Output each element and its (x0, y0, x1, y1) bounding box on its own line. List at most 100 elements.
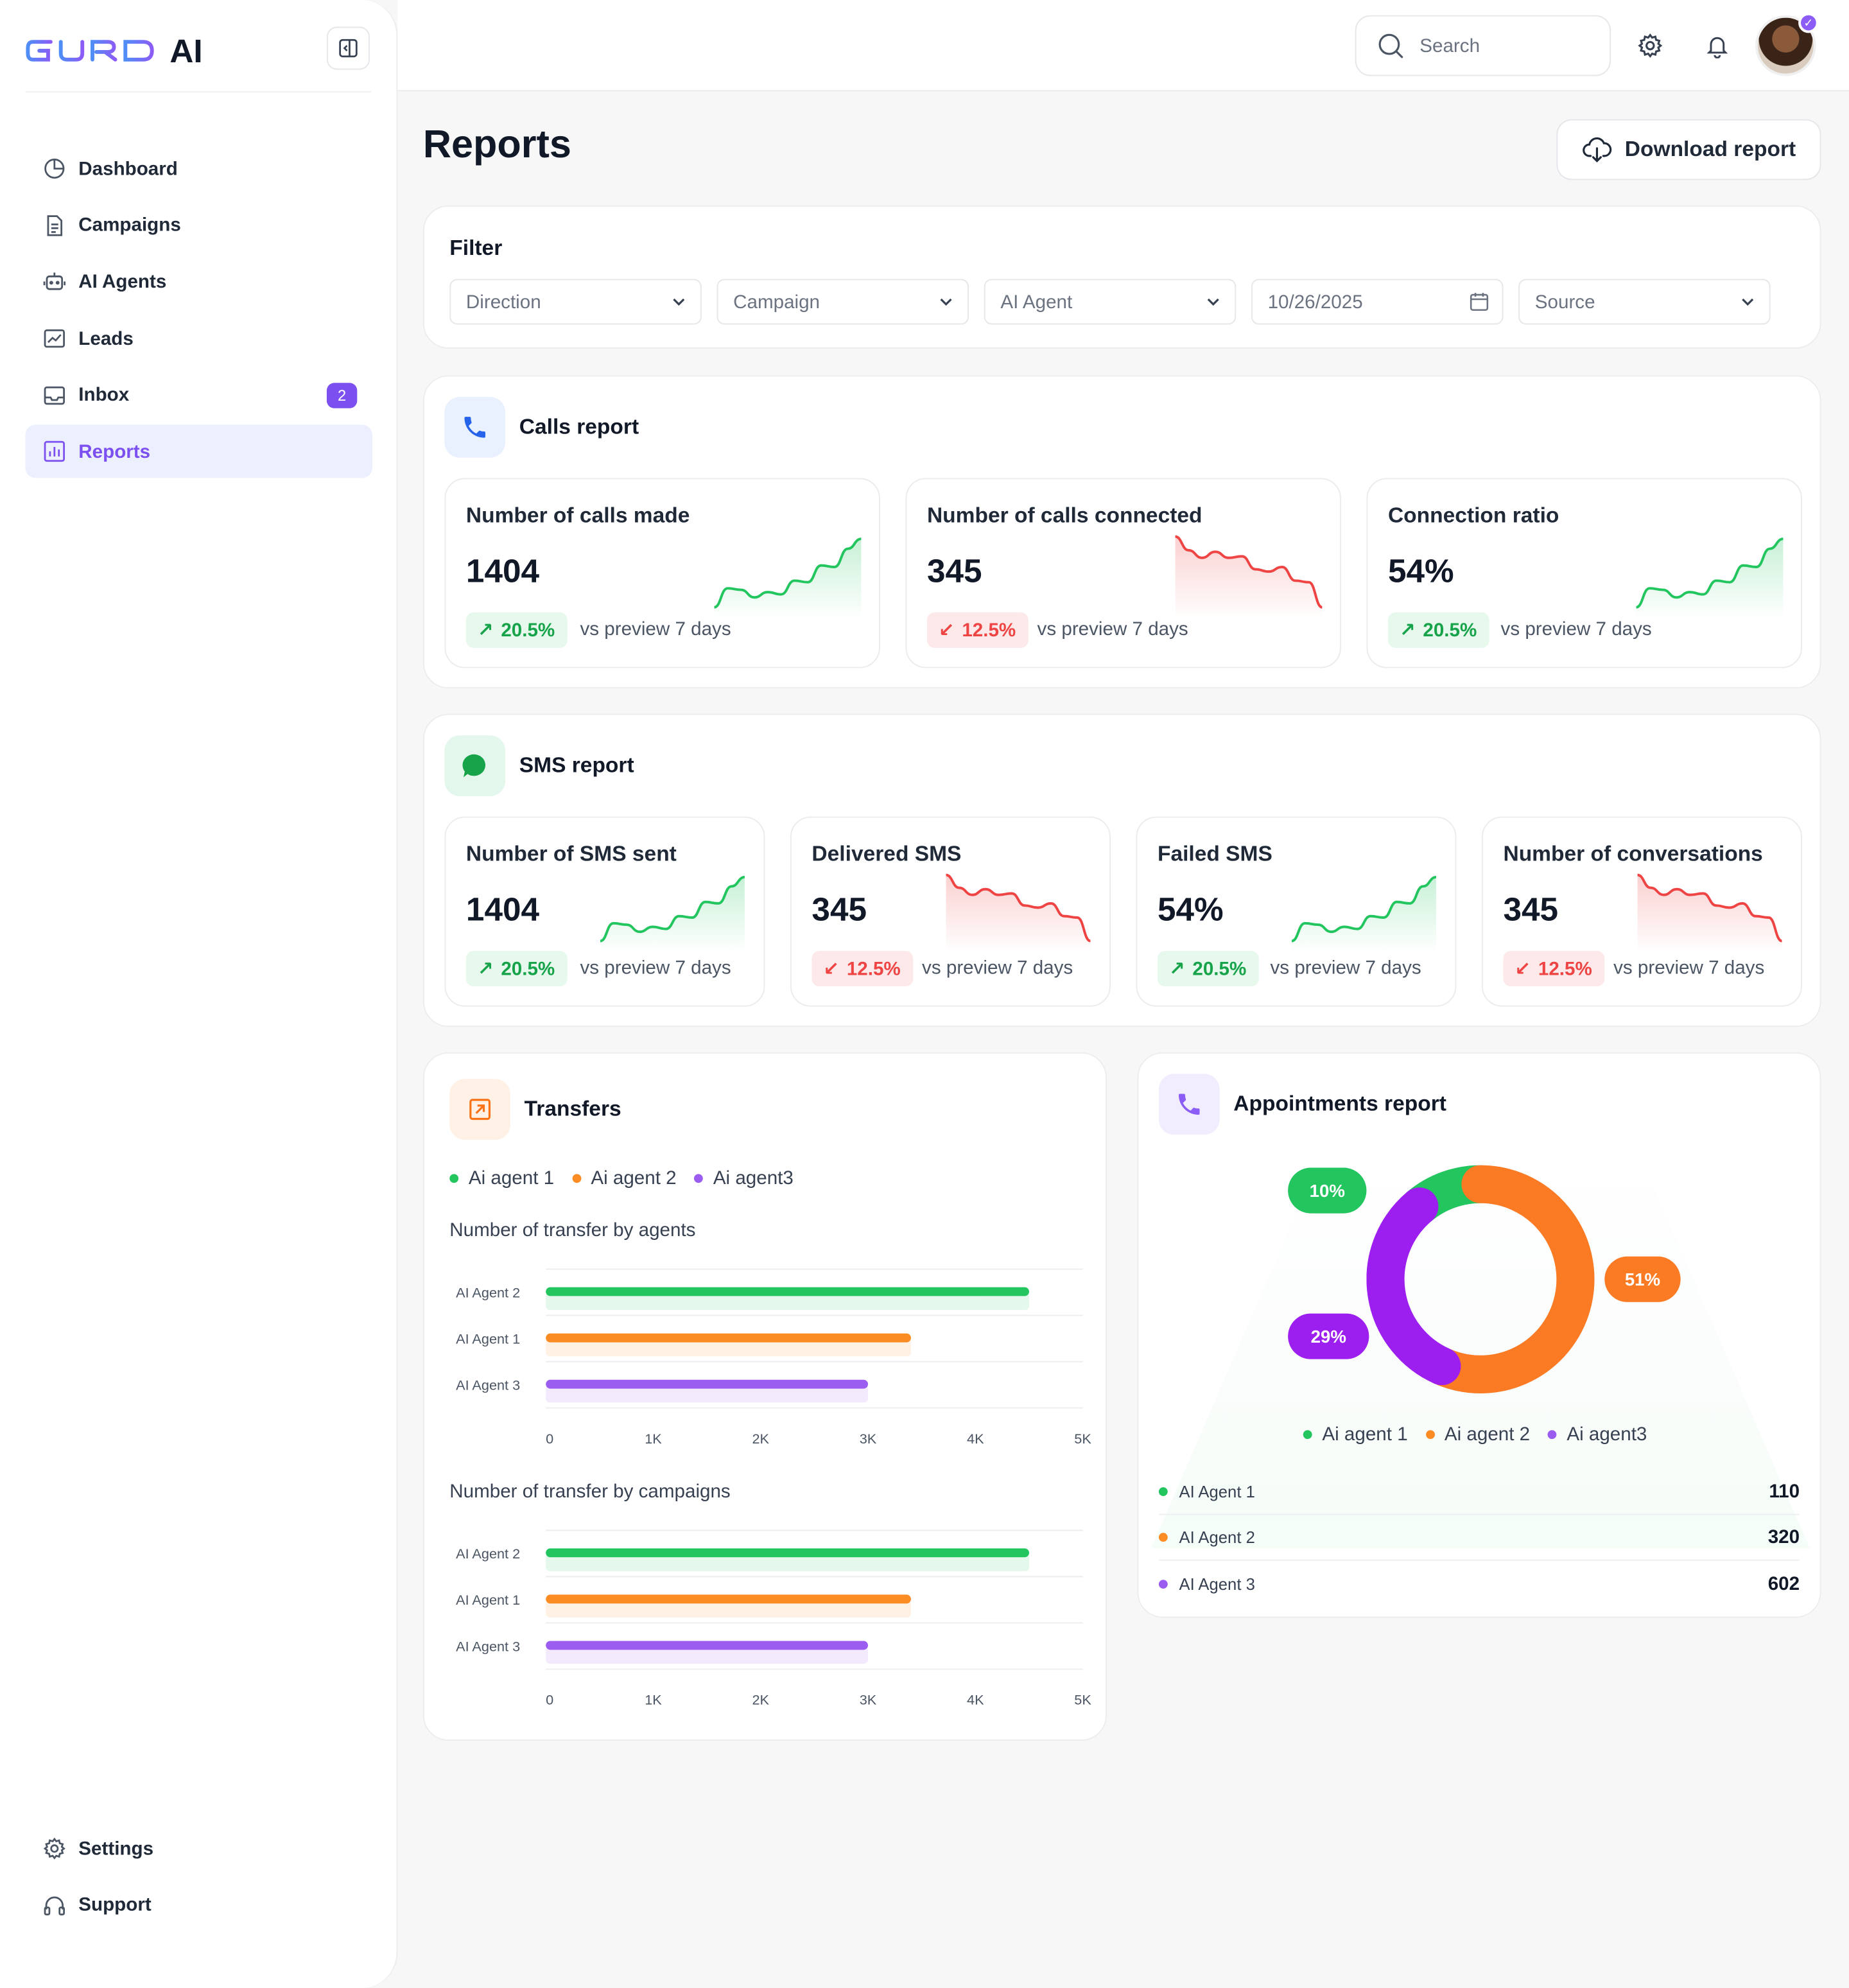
campaign-select[interactable]: Campaign (716, 279, 969, 325)
legend-dot (1547, 1430, 1557, 1440)
inbox-icon (43, 384, 66, 407)
bar (546, 1594, 911, 1604)
source-select-value: Source (1534, 291, 1595, 313)
calendar-icon[interactable] (1469, 292, 1489, 312)
appointments-title: Appointments report (1233, 1092, 1446, 1116)
sms-report-title: SMS report (519, 753, 634, 778)
metric-value: 345 (926, 551, 982, 590)
donut-label-agent2: 51% (1604, 1256, 1681, 1302)
metric-comparison: vs preview 7 days (1500, 618, 1652, 641)
legend-item: Ai agent 2 (571, 1167, 677, 1190)
settings-gear-icon[interactable] (1635, 30, 1665, 60)
arrow-up-right-icon: ↗ (1399, 620, 1416, 642)
legend-item: Ai agent 2 (1425, 1424, 1530, 1445)
ai-agent-select[interactable]: AI Agent (984, 279, 1237, 325)
sparkline-area (1637, 875, 1782, 952)
metric-comparison: vs preview 7 days (1037, 618, 1188, 641)
sparkline-line (713, 537, 862, 609)
bar-chart-by-campaigns: AI Agent 2 AI Agent 1 AI Agent 3 0 1K 2K 3K 4K 5… (456, 1530, 1091, 1708)
sparkline-chart (1291, 875, 1437, 952)
legend-item: Ai agent3 (1547, 1424, 1647, 1445)
sidebar-item-label: Inbox (78, 384, 130, 406)
chart-title-by-agents: Number of transfer by agents (449, 1219, 696, 1242)
chart-pie-icon (43, 157, 66, 180)
table-row: AI Agent 3 602 (1158, 1561, 1800, 1607)
metric-label: Number of calls connected (926, 503, 1202, 528)
direction-select-value: Direction (465, 291, 541, 313)
row-value: 320 (1767, 1526, 1800, 1548)
source-select[interactable]: Source (1518, 279, 1771, 325)
table-row: AI Agent 2 320 (1158, 1515, 1800, 1561)
chevron-down-icon (673, 298, 685, 306)
sidebar-item-dashboard[interactable]: Dashboard (25, 142, 372, 195)
transfers-legend: Ai agent 1 Ai agent 2 Ai agent3 (449, 1167, 794, 1190)
metric-calls-connected: Number of calls connected 345 ↙ 12.5% vs … (905, 478, 1341, 668)
filter-card: Filter Direction Campaign AI Agent 10/26… (422, 205, 1821, 349)
sidebar-item-reports[interactable]: Reports (25, 425, 372, 479)
metric-delta-badge: ↗ 20.5% (1157, 950, 1260, 987)
metric-comparison: vs preview 7 days (580, 957, 731, 979)
download-report-button[interactable]: Download report (1556, 119, 1821, 180)
chevron-down-icon (1207, 298, 1219, 306)
search-input[interactable]: Search (1355, 15, 1611, 76)
sidebar-toggle-icon (339, 39, 358, 58)
row-name: AI Agent 3 (1158, 1574, 1255, 1593)
bar-category-label: AI Agent 1 (456, 1592, 520, 1608)
bar (546, 1379, 869, 1389)
collapse-sidebar-button[interactable] (326, 26, 370, 70)
metric-comparison: vs preview 7 days (1270, 957, 1421, 979)
metric-delta-value: 12.5% (846, 957, 901, 980)
table-row: AI Agent 1 110 (1158, 1469, 1800, 1515)
donut-label-agent3: 29% (1288, 1313, 1369, 1359)
direction-select[interactable]: Direction (449, 279, 702, 325)
notification-bell-icon[interactable] (1702, 30, 1732, 60)
metric-label: Connection ratio (1387, 503, 1559, 528)
transfers-card: Transfers Ai agent 1 Ai agent 2 Ai agent… (422, 1052, 1107, 1741)
chevron-down-icon (1742, 298, 1754, 306)
row-dot (1158, 1579, 1168, 1589)
bar-shadow (546, 1384, 869, 1403)
row-name: AI Agent 1 (1158, 1482, 1255, 1501)
sidebar-item-ai-agents[interactable]: AI Agents (25, 256, 372, 309)
legend-label: Ai agent 1 (468, 1167, 555, 1190)
metric-delta-value: 20.5% (501, 619, 555, 641)
appointments-header: Appointments report (1158, 1074, 1446, 1135)
bar-category-label: AI Agent 3 (456, 1377, 520, 1393)
arrow-up-right-icon: ↗ (477, 620, 494, 642)
metric-delta-badge: ↙ 12.5% (1503, 950, 1605, 987)
row-name: AI Agent 2 (1158, 1528, 1255, 1547)
row-dot (1158, 1487, 1168, 1496)
legend-item: Ai agent 1 (449, 1167, 555, 1190)
sparkline-line (600, 875, 745, 943)
arrow-up-right-icon: ↗ (1168, 958, 1185, 981)
sparkline-chart (1637, 873, 1783, 952)
sparkline-area (1175, 536, 1323, 619)
sparkline-line (1291, 875, 1437, 943)
bar-category-label: AI Agent 1 (456, 1330, 520, 1347)
sparkline-area (1292, 876, 1436, 952)
bar-shadow (546, 1553, 1029, 1571)
bar (546, 1641, 869, 1650)
sidebar-item-label: Support (78, 1894, 152, 1916)
sidebar-item-settings[interactable]: Settings (25, 1822, 372, 1875)
sidebar-item-campaigns[interactable]: Campaigns (25, 198, 372, 252)
legend-label: Ai agent 2 (591, 1167, 677, 1190)
sidebar-item-inbox[interactable]: Inbox 2 (25, 369, 372, 422)
sparkline-area (1636, 539, 1784, 619)
date-picker[interactable]: 10/26/2025 (1251, 279, 1504, 325)
brand[interactable]: AI (25, 28, 203, 73)
sparkline-area (946, 875, 1091, 952)
sidebar-item-support[interactable]: Support (25, 1879, 372, 1932)
sidebar-item-leads[interactable]: Leads (25, 312, 372, 365)
sparkline-area (600, 876, 745, 952)
metric-sms-sent: Number of SMS sent 1404 ↗ 20.5% vs previe… (444, 816, 765, 1007)
user-avatar[interactable]: ✓ (1755, 12, 1819, 76)
metric-delta-badge: ↙ 12.5% (812, 950, 914, 987)
row-label: AI Agent 3 (1179, 1574, 1255, 1593)
bar-chart-by-agents: AI Agent 2 AI Agent 1 AI Agent 3 0 1K 2K 3K 4K 5… (456, 1268, 1091, 1447)
chat-bubble-icon (444, 735, 506, 796)
metric-delta-badge: ↗ 20.5% (1387, 612, 1490, 648)
x-tick-label: 4K (967, 1692, 984, 1708)
metric-value: 345 (1503, 890, 1559, 929)
